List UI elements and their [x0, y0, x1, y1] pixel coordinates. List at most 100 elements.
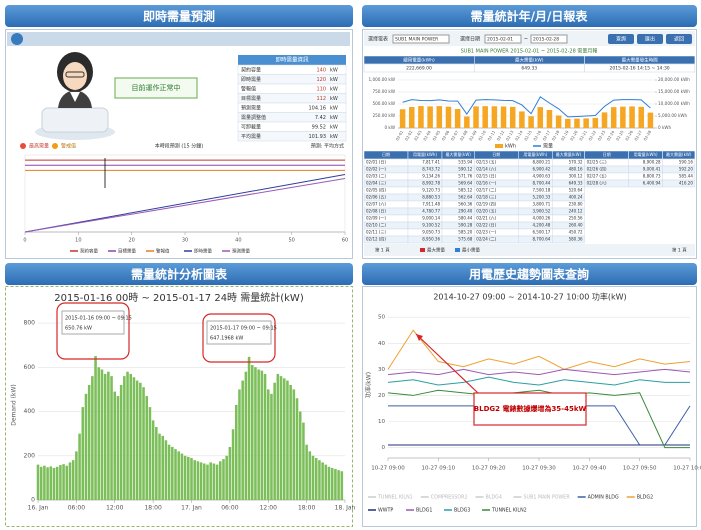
button-label: 匯出: [645, 36, 655, 43]
table-cell: kW: [330, 86, 338, 92]
x-tick-label: 02-23: [596, 129, 606, 141]
summary-header-text: 最大需量發生時間: [622, 57, 658, 64]
y-axis-label: 功率(kW): [365, 372, 373, 398]
bar: [241, 380, 244, 500]
table-cell-text: 6,400.94: [643, 181, 661, 186]
table-cell-text: 3,900.52: [532, 209, 550, 214]
table-cell-text: 590.28: [458, 223, 472, 228]
legend-label: kWh: [505, 144, 516, 150]
table-cell-text: 560.36: [458, 202, 472, 207]
bar: [500, 106, 507, 128]
start-date-text: 2015-02-01: [487, 37, 513, 43]
bar: [289, 384, 292, 500]
bar: [155, 427, 158, 500]
x-tick-label: 10-27 09:00: [371, 466, 405, 472]
table-cell-text: 02/11 (三): [366, 230, 386, 235]
table-cell-text: 02/23 (一): [476, 230, 496, 235]
y-tick-label: 5,000.00 kWh: [658, 113, 688, 118]
table-cell: 預測需量: [241, 104, 261, 111]
table-cell-text: 02/12 (四): [366, 237, 386, 242]
y-axis-label: Demand (kW): [11, 384, 18, 425]
table-cell: 目標需量: [241, 95, 261, 102]
table-cell-text: 8,743.72: [422, 167, 440, 172]
summary-cell: [584, 63, 696, 73]
table-cell-text: 571.76: [458, 174, 472, 179]
bar: [528, 116, 534, 128]
y-tick-label: 0: [382, 445, 386, 451]
end-date-text: 2015-02-28: [533, 37, 559, 43]
bar: [473, 106, 479, 128]
panel-1: 查詢 匯出 返回 SUB1 MAIN POWER 2015-02-01 ~ 2015-…: [363, 34, 696, 256]
button[interactable]: [608, 34, 634, 44]
bar: [436, 106, 443, 128]
x-tick-label: 10-27 09:40: [573, 466, 607, 472]
bar: [65, 465, 69, 500]
bar: [71, 460, 75, 500]
panel-title: 需量統計年/月/日報表: [471, 9, 589, 24]
bar: [78, 433, 81, 500]
bar: [454, 109, 461, 128]
bar: [39, 466, 43, 500]
panel-title: 即時需量預測: [143, 9, 215, 24]
x-tick-label: 02-21: [578, 129, 588, 141]
bar: [592, 117, 599, 128]
table-cell-text: 260.40: [569, 223, 583, 228]
bar: [546, 109, 553, 128]
bar: [119, 384, 123, 500]
table-cell-text: 8,800.73: [643, 174, 661, 179]
panel-header: [362, 5, 697, 27]
page-label: 第 1 頁: [672, 247, 687, 254]
legend-label: BLDG1: [416, 508, 432, 514]
bar: [308, 451, 312, 500]
table-cell-text: 02/10 (二): [366, 223, 386, 228]
table-cell-text: 520.64: [569, 188, 583, 193]
y-tick-label: 10: [378, 419, 385, 425]
table-cell: kW: [330, 115, 338, 121]
table-cell-text: 4,780.77: [422, 209, 440, 214]
table-cell-text: 02/15 (日): [476, 174, 496, 179]
legend-label: 契約容量: [80, 248, 98, 255]
table-cell-text: 3,800.71: [532, 202, 550, 207]
x-tick-label: 02-12: [495, 129, 505, 141]
bar: [583, 118, 589, 128]
table-cell-text: 416.20: [679, 181, 693, 186]
bar: [266, 389, 270, 500]
x-tick-label: 02-14: [514, 129, 524, 141]
bar: [327, 466, 331, 500]
table-cell-text: 250.56: [569, 216, 583, 221]
table-cell: 警報值: [241, 85, 256, 92]
legend-label: 需量: [543, 143, 553, 150]
table-cell-text: 02/28 (六): [587, 180, 607, 186]
chart-title: 2015-01-16 00時 ~ 2015-01-17 24時 需量統計(kW): [54, 291, 304, 304]
bar: [620, 106, 626, 128]
button[interactable]: [637, 34, 663, 44]
line: [24, 178, 346, 233]
x-tick-label: 02-13: [505, 129, 515, 141]
table-cell-text: 240.12: [569, 209, 583, 214]
x-tick-label: 20: [128, 238, 134, 244]
date-label: 選擇日期: [460, 36, 480, 43]
bar: [59, 465, 62, 500]
table-cell-text: 6,900.42: [532, 167, 550, 172]
button-label: 查詢: [616, 36, 626, 43]
bar: [180, 453, 184, 500]
meter-select[interactable]: [392, 34, 450, 44]
button[interactable]: [666, 34, 692, 44]
legend-label: 即時需量: [194, 248, 212, 255]
table-cell: 需量調整值: [241, 114, 266, 121]
bar: [171, 446, 174, 500]
table-cell-text: 02/03 (二): [366, 174, 386, 179]
line: [24, 174, 346, 233]
end-date[interactable]: [530, 34, 568, 44]
table-header: [238, 55, 346, 65]
x-tick-label: 02-07: [450, 129, 460, 141]
bar: [292, 389, 296, 500]
bar: [199, 462, 203, 500]
bar: [187, 456, 190, 500]
y-tick-label: 50: [378, 315, 385, 321]
table-cell: kW: [330, 124, 338, 130]
table-cell: 99.52: [312, 124, 326, 130]
start-date[interactable]: [484, 34, 522, 44]
bar: [282, 378, 286, 500]
bar: [263, 373, 267, 500]
